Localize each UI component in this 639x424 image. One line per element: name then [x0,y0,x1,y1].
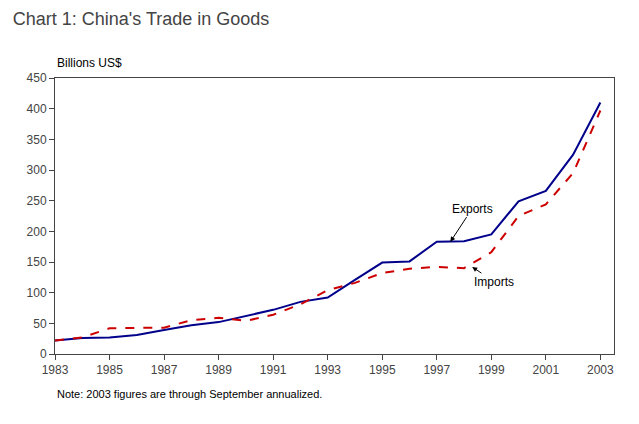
svg-text:100: 100 [27,286,47,300]
svg-text:2001: 2001 [532,363,559,377]
svg-text:Exports: Exports [452,202,493,216]
svg-text:1985: 1985 [96,363,123,377]
svg-text:450: 450 [27,71,47,85]
svg-text:Note: 2003 figures are through: Note: 2003 figures are through September… [57,388,322,400]
svg-text:1999: 1999 [478,363,505,377]
svg-text:150: 150 [27,255,47,269]
svg-text:400: 400 [27,102,47,116]
svg-text:300: 300 [27,163,47,177]
svg-text:1983: 1983 [42,363,69,377]
svg-text:1995: 1995 [369,363,396,377]
svg-text:0: 0 [40,347,47,361]
svg-text:Imports: Imports [474,275,514,289]
svg-text:200: 200 [27,225,47,239]
svg-text:2003: 2003 [587,363,614,377]
svg-text:1987: 1987 [151,363,178,377]
svg-text:Billions US$: Billions US$ [57,56,122,70]
svg-text:1989: 1989 [205,363,232,377]
svg-text:1997: 1997 [423,363,450,377]
svg-text:Chart 1: China's Trade in Good: Chart 1: China's Trade in Goods [13,9,270,29]
svg-text:1991: 1991 [260,363,287,377]
svg-text:250: 250 [27,194,47,208]
svg-text:350: 350 [27,133,47,147]
svg-text:1993: 1993 [314,363,341,377]
svg-text:50: 50 [33,317,47,331]
